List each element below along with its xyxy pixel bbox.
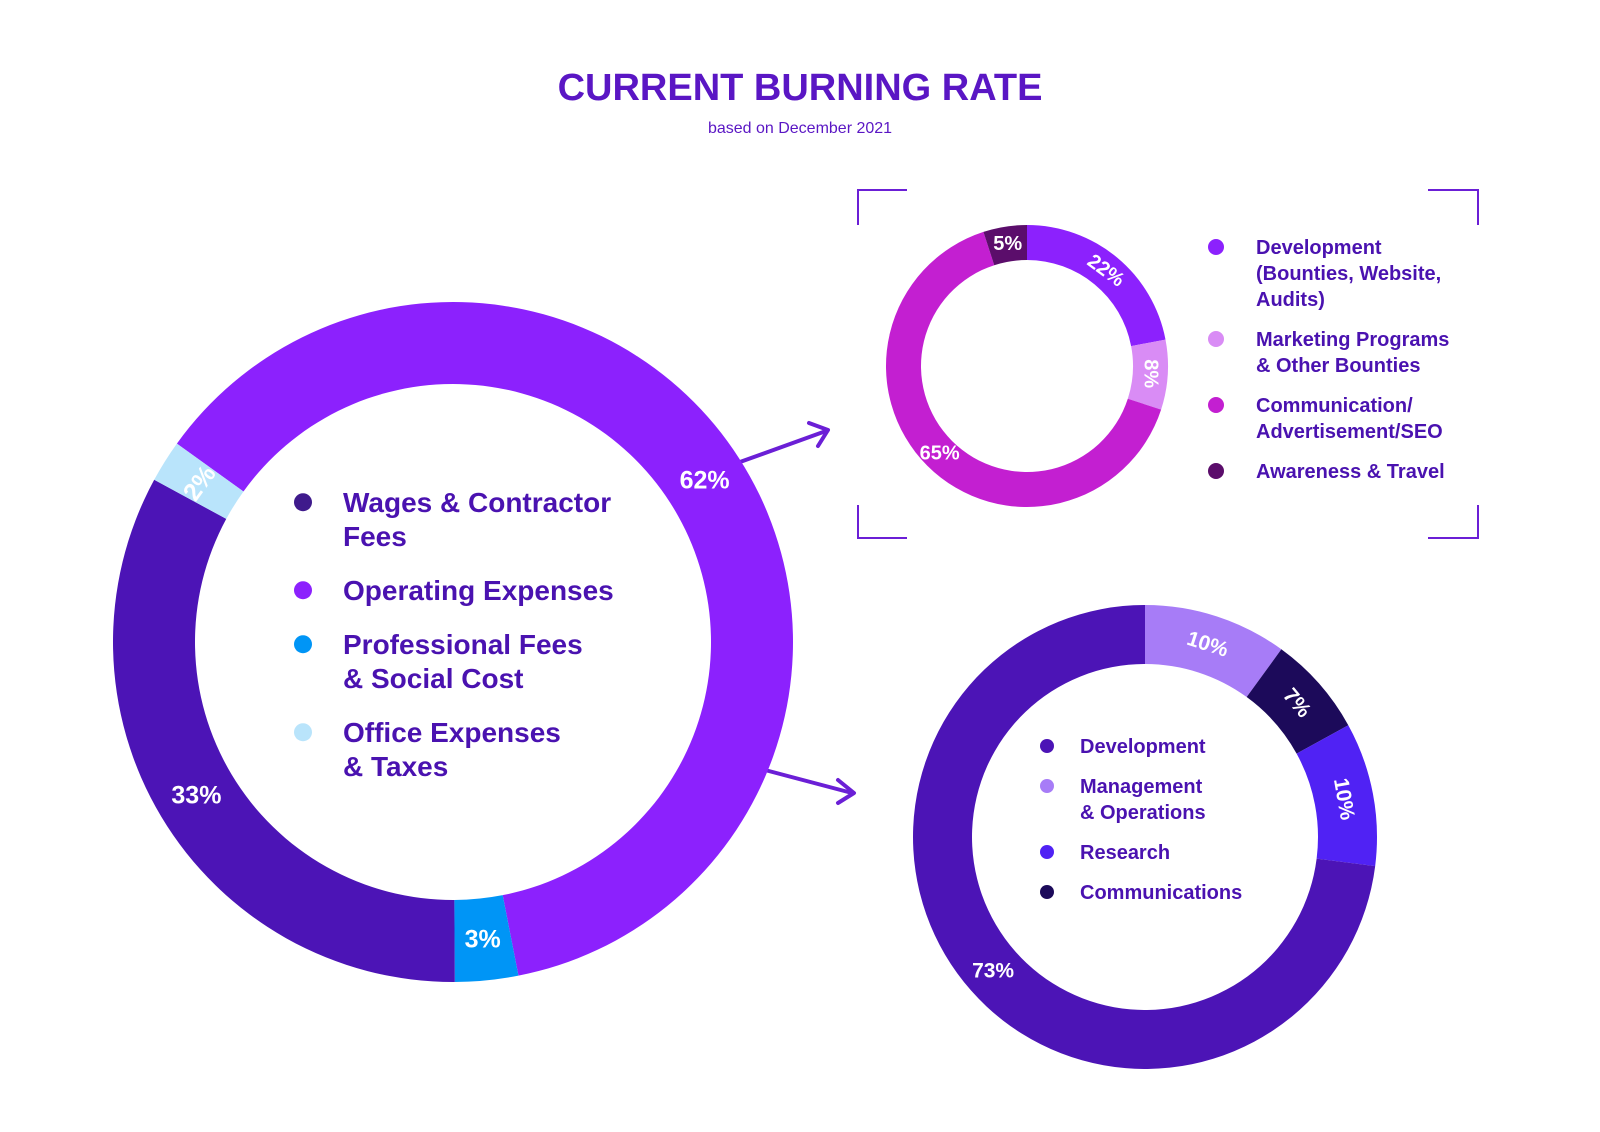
legend-label: Development (1080, 736, 1206, 758)
slice-development-bounties-website-audits (1027, 225, 1166, 347)
legend-swatch-development-bounties-website-audits (1208, 239, 1224, 255)
legend-swatch-office-expenses-taxes (294, 723, 312, 742)
legend-label: & Taxes (343, 751, 448, 782)
legend-swatch-marketing-programs-other-bounties (1208, 331, 1224, 347)
slice-label-professional-fees-social-cost: 3% (465, 926, 501, 954)
arrow-to-wages-detail-head (836, 778, 856, 805)
slice-label-development: 73% (972, 959, 1014, 982)
legend-label: Operating Expenses (343, 575, 614, 606)
legend-label: Management (1080, 776, 1203, 798)
legend-label: Awareness & Travel (1256, 461, 1445, 483)
legend-swatch-professional-fees-social-cost (294, 635, 312, 654)
legend-label: Office Expenses (343, 717, 561, 748)
donut-main: 62%3%33%2% Wages & ContractorFeesOperatin… (113, 302, 793, 982)
chart-title: CURRENT BURNING RATE (558, 67, 1043, 109)
frame-corner-bottom-left (857, 505, 907, 539)
connector-arrows (738, 421, 856, 805)
slice-label-marketing-programs-other-bounties: 8% (1139, 359, 1161, 388)
chart-subtitle: based on December 2021 (708, 120, 892, 137)
legend-label: Professional Fees (343, 629, 583, 660)
slice-label-communication-advertisement-seo: 65% (920, 442, 960, 464)
legend-label: Audits) (1256, 289, 1325, 311)
legend-label: Development (1256, 237, 1382, 259)
frame-corner-top-left (857, 189, 907, 225)
arrow-to-wages-detail (763, 768, 854, 795)
slice-communications (1246, 649, 1349, 754)
legend-label: Marketing Programs (1256, 329, 1449, 351)
legend-label: Communications (1080, 882, 1242, 904)
donut-operating-breakdown: 22%8%65%5% Development(Bounties, Website,… (886, 225, 1449, 507)
legend-label: (Bounties, Website, (1256, 263, 1441, 285)
frame-corner-bottom-right (1428, 505, 1479, 539)
frame-corner-top-right (1428, 189, 1479, 225)
legend-label: Advertisement/SEO (1256, 421, 1443, 443)
detail-frame (857, 189, 1479, 539)
slice-research (1296, 725, 1377, 867)
legend-label: Research (1080, 842, 1170, 864)
legend-swatch-communications (1040, 885, 1054, 899)
legend-label: & Social Cost (343, 663, 523, 694)
slice-office-expenses-taxes (154, 443, 244, 519)
legend-swatch-communication-advertisement-seo (1208, 397, 1224, 413)
arrow-to-operating-detail (738, 429, 828, 464)
legend-swatch-operating-expenses (294, 581, 312, 600)
legend-swatch-development (1040, 739, 1054, 753)
legend-swatch-wages-contractor-fees (294, 493, 312, 512)
legend-label: & Other Bounties (1256, 355, 1420, 377)
legend-swatch-awareness-travel (1208, 463, 1224, 479)
slice-wages-contractor-fees (113, 479, 455, 982)
legend-swatch-research (1040, 845, 1054, 859)
slice-awareness-travel (983, 225, 1027, 266)
legend-swatch-management-operations (1040, 779, 1054, 793)
slice-label-awareness-travel: 5% (993, 233, 1022, 255)
legend-label: & Operations (1080, 802, 1206, 824)
slice-label-wages-contractor-fees: 33% (171, 782, 221, 810)
slice-professional-fees-social-cost (454, 895, 519, 982)
legend-label: Fees (343, 521, 407, 552)
slice-label-operating-expenses: 62% (680, 466, 730, 494)
slice-management-operations (1145, 605, 1282, 698)
slice-marketing-programs-other-bounties (1127, 339, 1168, 410)
legend-label: Wages & Contractor (343, 487, 611, 518)
arrow-to-operating-detail-head (807, 421, 830, 448)
legend-label: Communication/ (1256, 395, 1413, 417)
